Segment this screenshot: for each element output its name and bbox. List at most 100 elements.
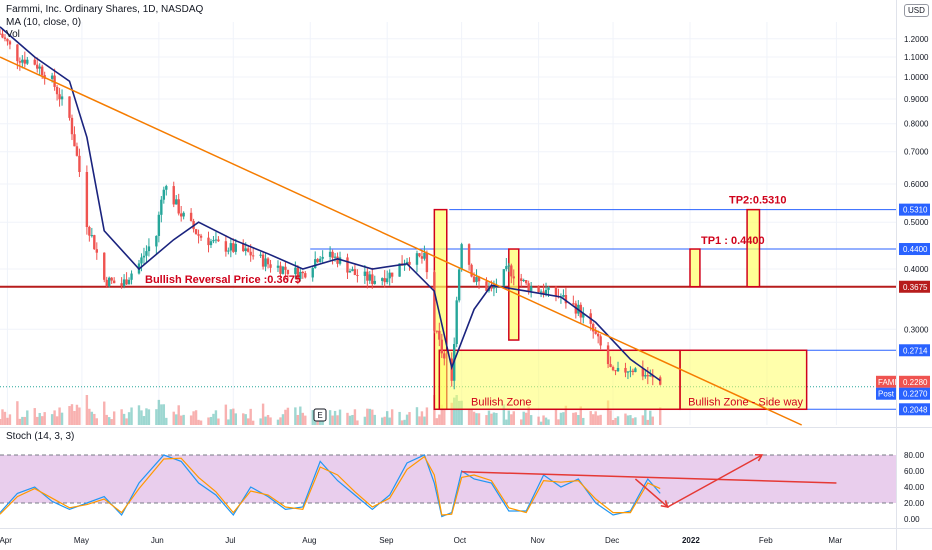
volume-bar: [120, 409, 123, 425]
candle-body: [507, 265, 511, 267]
target-box: [746, 208, 761, 288]
vol-legend[interactable]: Vol: [6, 29, 20, 40]
candle-body: [383, 278, 386, 283]
candle-body: [224, 241, 228, 252]
volume-bar: [331, 415, 334, 425]
volume-bar: [524, 412, 528, 425]
volume-bar: [140, 410, 143, 425]
candle-body: [542, 291, 545, 295]
candle-body: [472, 276, 476, 282]
volume-bar: [50, 414, 54, 425]
volume-bar: [55, 416, 59, 425]
ma-line: [0, 26, 661, 382]
candle-body: [36, 64, 39, 69]
stoch-axis[interactable]: 80.00 60.00 40.00 20.00 0.00: [904, 451, 925, 524]
volume-bar: [0, 419, 2, 425]
volume-bar: [16, 401, 19, 425]
bullish-zone-box: [438, 349, 681, 411]
time-tick-label: Jul: [225, 536, 235, 545]
candle-body: [529, 286, 533, 291]
volume-bar: [284, 409, 287, 425]
volume-bar: [179, 415, 183, 425]
volume-bar: [582, 417, 585, 425]
candle-body: [433, 272, 436, 331]
candle-body: [440, 339, 443, 354]
volume-bar: [328, 410, 332, 425]
volume-bar: [165, 417, 168, 425]
volume-bar: [634, 417, 637, 425]
candle-body: [249, 251, 252, 256]
ma-legend[interactable]: MA (10, close, 0): [6, 17, 82, 28]
candle-body: [629, 370, 632, 372]
candle-body: [336, 256, 339, 264]
volume-bar: [611, 420, 615, 425]
price-tag-name: [876, 375, 897, 388]
volume-bar: [157, 399, 161, 425]
candle-body: [599, 336, 602, 346]
volume-bar: [279, 417, 282, 425]
candle-body: [125, 279, 128, 285]
candle-body: [18, 61, 22, 63]
candle-body: [490, 287, 493, 289]
candle-body: [510, 265, 513, 277]
volume-bar: [398, 411, 401, 425]
candle-body: [564, 295, 568, 304]
volume-bar: [596, 415, 600, 425]
volume-bar: [472, 411, 476, 425]
candle-body: [460, 244, 463, 270]
trendline: [0, 56, 802, 426]
volume-bar: [336, 415, 339, 425]
candle-body: [346, 257, 349, 273]
candle-body: [6, 38, 9, 42]
volume-bar: [18, 418, 22, 425]
volume-bar: [212, 413, 215, 425]
price-tag-name-label: FAMI: [878, 378, 897, 387]
candle-body: [304, 273, 307, 278]
stoch-legend[interactable]: Stoch (14, 3, 3): [6, 431, 75, 442]
volume-bar: [599, 414, 602, 425]
volume-bar: [626, 415, 630, 425]
volume-bar: [281, 414, 285, 425]
volume-bar: [554, 409, 558, 425]
candle-body: [457, 269, 461, 301]
volume-bar: [351, 414, 354, 425]
candle-body: [142, 255, 146, 258]
volume-bar: [368, 408, 372, 425]
candle-body: [371, 274, 374, 284]
volume-bar: [616, 416, 620, 425]
candle-body: [130, 273, 133, 280]
symbol-title[interactable]: Farmmi, Inc. Ordinary Shares, 1D, NASDAQ: [6, 4, 204, 15]
volume-bar: [199, 420, 203, 425]
candle-body: [438, 330, 441, 340]
candle-body: [443, 353, 446, 359]
volume-bar: [492, 412, 496, 425]
candle-body: [338, 257, 342, 264]
volume-bar: [217, 418, 220, 425]
candle-body: [492, 286, 496, 289]
volume-bar: [142, 416, 146, 425]
volume-bar: [520, 419, 523, 425]
price-axis[interactable]: 1.2000 1.1000 1.0000 0.9000 0.8000 0.7000 0.60…: [876, 35, 930, 416]
volume-bar: [259, 418, 262, 425]
currency-button[interactable]: USD: [904, 4, 929, 17]
volume-bar: [572, 412, 575, 425]
candle-body: [26, 59, 29, 64]
price-tick-label: 0.4000: [904, 265, 929, 274]
candle-body: [279, 265, 282, 274]
time-tick-label: Feb: [759, 536, 773, 545]
volume-bar: [38, 412, 41, 425]
volume-bar: [43, 412, 46, 425]
volume-bar: [574, 412, 578, 425]
volume-bar: [477, 413, 481, 425]
volume-bar: [40, 416, 44, 425]
stoch-tick-label: 80.00: [904, 451, 925, 460]
volume-bar: [562, 412, 565, 425]
volume-bar: [155, 409, 158, 425]
time-axis[interactable]: Apr May Jun Jul Aug Sep Oct Nov Dec 2022 Feb Mar: [0, 536, 843, 545]
tp1-label: TP1 : 0.4400: [701, 235, 765, 247]
volume-bar: [348, 415, 352, 425]
candle-body: [316, 259, 319, 262]
candle-body: [353, 269, 357, 276]
candle-body: [120, 283, 123, 286]
earnings-marker[interactable]: E: [313, 408, 327, 422]
